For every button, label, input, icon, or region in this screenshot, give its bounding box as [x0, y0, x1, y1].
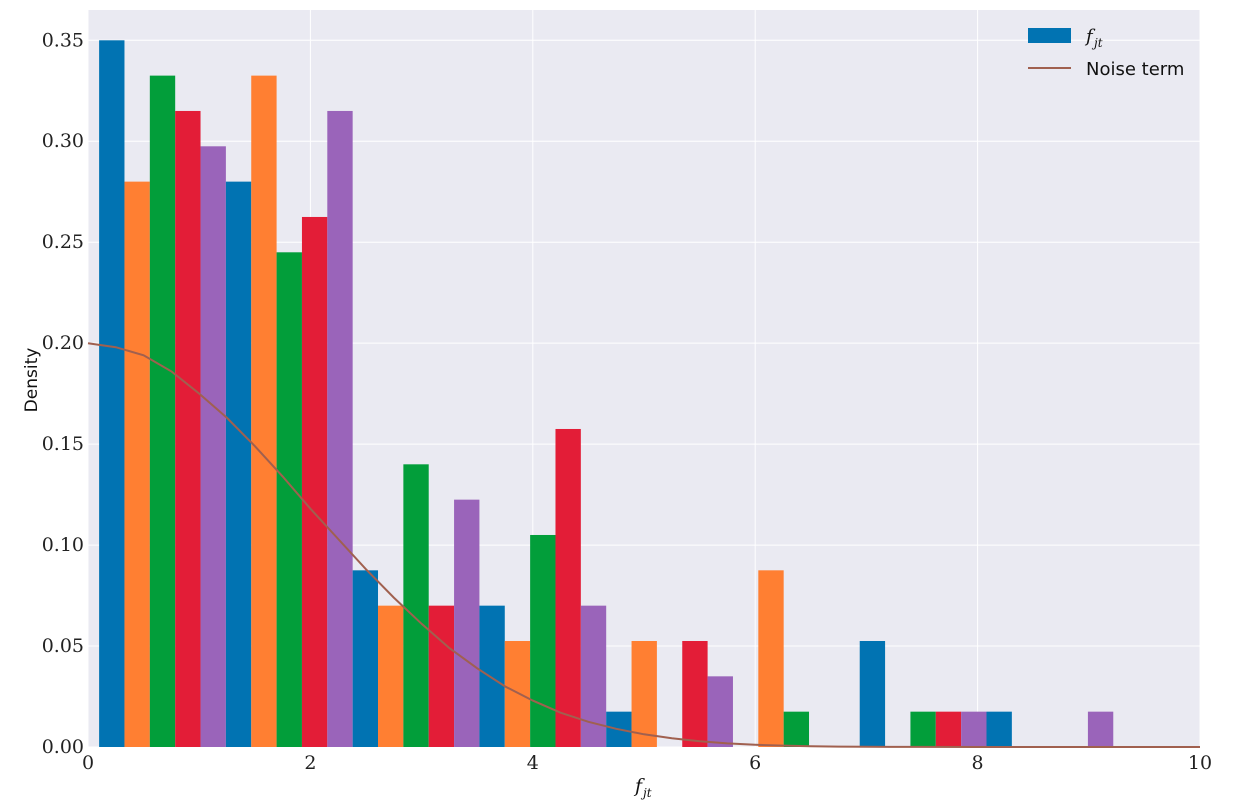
histogram-bar [276, 252, 302, 747]
histogram-bar [682, 640, 708, 747]
y-tick-label: 0.05 [42, 635, 84, 657]
histogram-bar [504, 640, 531, 747]
x-axis-label-subscript: jt [640, 786, 652, 800]
histogram-bar [961, 711, 987, 747]
bars [99, 40, 1114, 748]
histogram-bar [149, 75, 176, 747]
axes: 0 2 4 6 8 10 0.00 0.05 0.10 0.15 0.20 0.25 0.30 0.35 [42, 29, 1212, 774]
histogram-bar [99, 40, 125, 748]
histogram-bar [378, 605, 404, 747]
histogram-bar [225, 181, 252, 748]
noise-term-curve [87, 342, 1200, 748]
x-tick-label: 4 [527, 752, 539, 774]
legend-fjt-subscript: jt [1091, 36, 1103, 50]
histogram-bar [301, 216, 328, 747]
histogram-bar [910, 711, 936, 747]
histogram-bar [479, 605, 505, 747]
x-tick-label: 0 [82, 752, 94, 774]
histogram-bar [555, 428, 581, 747]
x-tick-label: 2 [304, 752, 316, 774]
histogram-bar [530, 534, 556, 747]
y-tick-label: 0.35 [42, 29, 84, 51]
y-tick-label: 0.25 [42, 231, 84, 253]
histogram-bar [758, 570, 784, 747]
histogram-bar [935, 711, 962, 747]
x-tick-label: 8 [972, 752, 984, 774]
histogram-bar [783, 711, 810, 747]
legend-label-noise: Noise term [1086, 59, 1184, 80]
y-tick-label: 0.15 [42, 433, 84, 455]
y-axis-label: Density [22, 348, 42, 413]
histogram-bar [200, 146, 226, 747]
y-tick-label: 0.00 [42, 736, 84, 758]
histogram-bar [175, 110, 201, 747]
y-tick-label: 0.20 [42, 332, 84, 354]
histogram-bar [986, 711, 1012, 747]
x-axis-label-base: f [633, 775, 645, 797]
histogram-bar [251, 75, 277, 747]
histogram-bar [859, 640, 886, 747]
histogram-bar [707, 676, 733, 747]
x-tick-label: 10 [1188, 752, 1212, 774]
y-tick-label: 0.10 [42, 534, 84, 556]
histogram-bar [1087, 711, 1114, 747]
histogram-bar [454, 499, 480, 747]
legend-patch-fjt [1028, 28, 1071, 43]
histogram-bar [631, 640, 657, 747]
histogram-bar [124, 181, 150, 748]
histogram-bar [428, 605, 455, 747]
y-tick-label: 0.30 [42, 130, 84, 152]
histogram-bar [352, 570, 379, 747]
x-tick-label: 6 [749, 752, 761, 774]
histogram-bar [327, 110, 353, 747]
x-axis-label: f jt [633, 775, 652, 800]
histogram-bar [403, 464, 429, 747]
